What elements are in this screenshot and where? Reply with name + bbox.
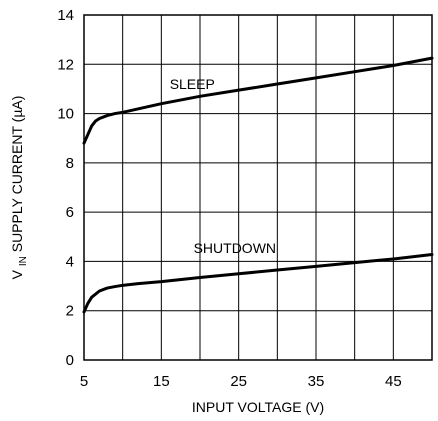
y-tick-label: 4 — [66, 253, 74, 270]
x-tick-label: 5 — [80, 373, 88, 390]
y-tick-label: 12 — [57, 56, 74, 73]
y-tick-label: 0 — [66, 352, 74, 369]
x-tick-labels: 5 15 25 35 45 — [80, 373, 402, 390]
x-tick-label: 45 — [385, 373, 402, 390]
series-line-shutdown — [82, 253, 434, 314]
plot-frame — [83, 14, 433, 361]
series-line-sleep — [82, 56, 434, 145]
annotations: SLEEP SHUTDOWN — [170, 76, 276, 256]
y-tick-label: 10 — [57, 106, 74, 123]
x-tick-label: 25 — [230, 373, 247, 390]
data-series — [82, 56, 434, 314]
x-axis-label: INPUT VOLTAGE (V) — [192, 399, 324, 415]
series-label-shutdown: SHUTDOWN — [194, 240, 276, 256]
y-tick-label: 14 — [57, 7, 74, 24]
y-axis-label: V IN SUPPLY CURRENT (µA) — [9, 96, 29, 280]
y-tick-label: 8 — [66, 155, 74, 172]
y-axis-label-prefix: V — [9, 269, 25, 279]
y-tick-labels: 0 2 4 6 8 10 12 14 — [57, 7, 74, 369]
y-axis-label-subscript: IN — [18, 256, 29, 266]
x-tick-label: 35 — [308, 373, 325, 390]
grid-lines — [84, 15, 432, 360]
y-tick-label: 2 — [66, 303, 74, 320]
y-tick-label: 6 — [66, 204, 74, 221]
x-tick-label: 15 — [153, 373, 170, 390]
y-axis-label-rest: SUPPLY CURRENT (µA) — [9, 96, 25, 253]
series-label-sleep: SLEEP — [170, 76, 215, 92]
